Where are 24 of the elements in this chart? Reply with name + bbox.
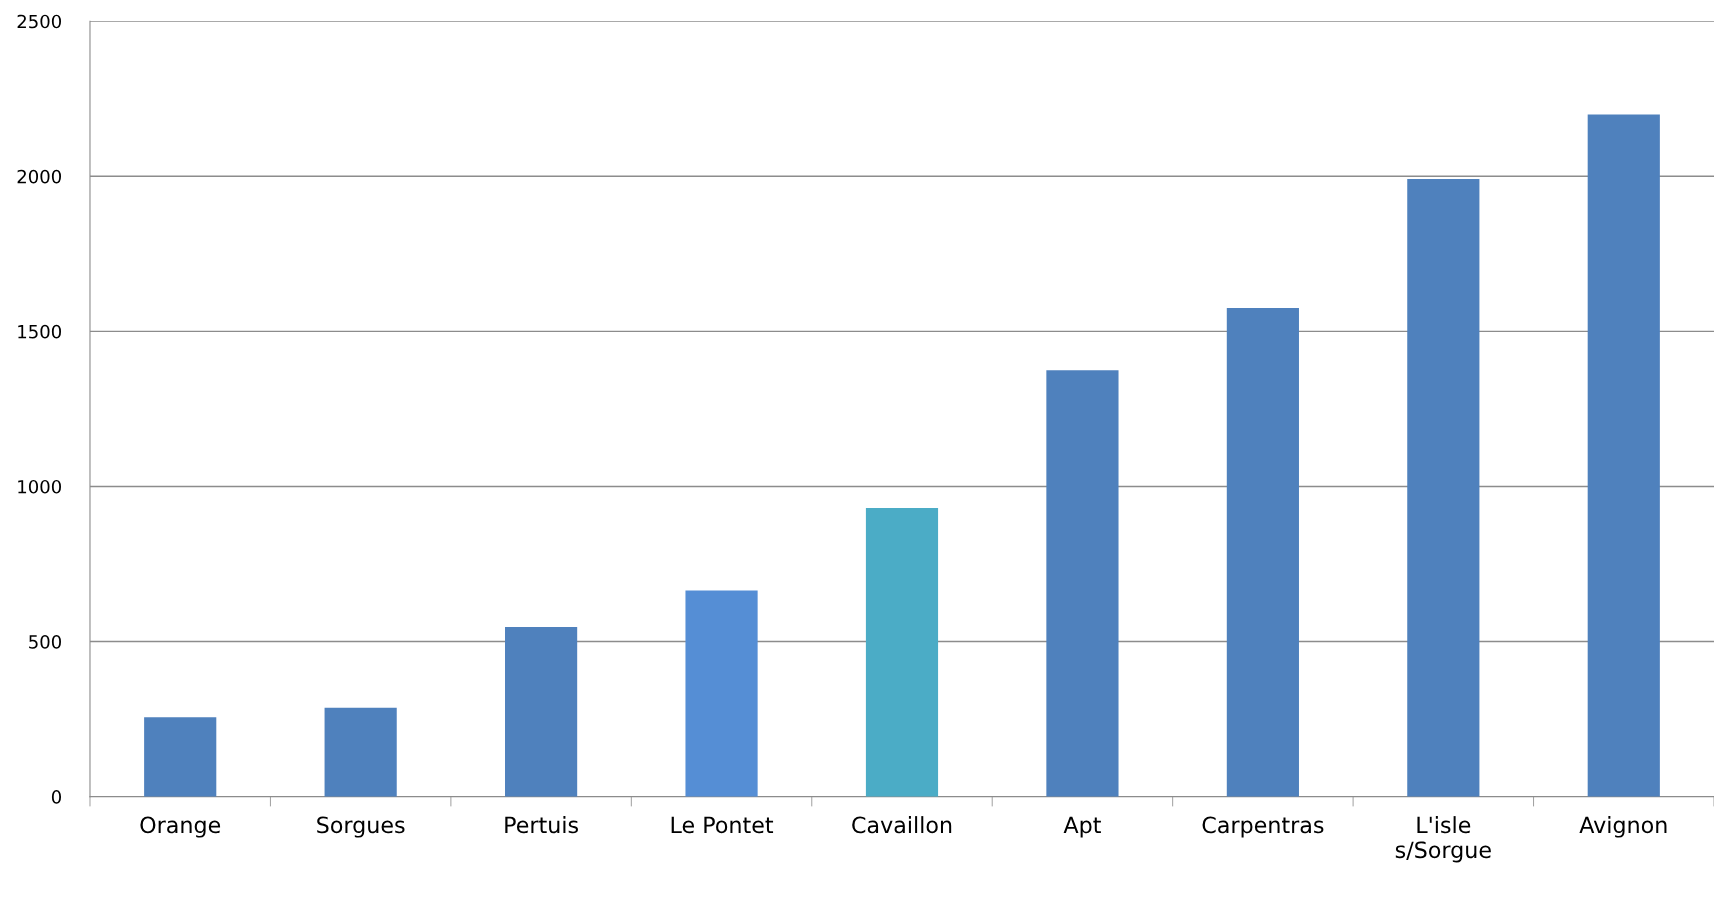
y-tick-label: 1500 <box>18 324 62 339</box>
bar <box>1226 308 1299 797</box>
x-tick-label: Carpentras <box>1202 816 1324 838</box>
x-tick-label: Orange <box>140 816 221 838</box>
bar <box>324 707 397 797</box>
x-tick-label: Avignon <box>1579 816 1667 838</box>
x-tick-label: Pertuis <box>505 816 578 834</box>
x-tick-label: Le Pontet <box>671 816 774 834</box>
x-tick-label: L'isle s/Sorgue <box>1395 816 1491 863</box>
y-tick-label: 2500 <box>17 14 62 29</box>
y-tick-label: 2000 <box>17 169 62 184</box>
x-tick-label: Cavaillon <box>852 816 952 834</box>
bar <box>685 590 758 797</box>
bar <box>1587 114 1660 797</box>
x-tick-label: Apt <box>1063 816 1101 838</box>
y-tick-label: 0 <box>51 790 62 804</box>
x-tick-label: Sorgues <box>317 816 405 838</box>
y-tick-label: 500 <box>29 635 62 649</box>
bar <box>1046 370 1119 797</box>
bar <box>505 626 578 797</box>
y-tick-label: 1000 <box>18 479 62 494</box>
bar <box>865 507 939 797</box>
bar <box>1407 179 1480 797</box>
bar <box>144 717 217 797</box>
